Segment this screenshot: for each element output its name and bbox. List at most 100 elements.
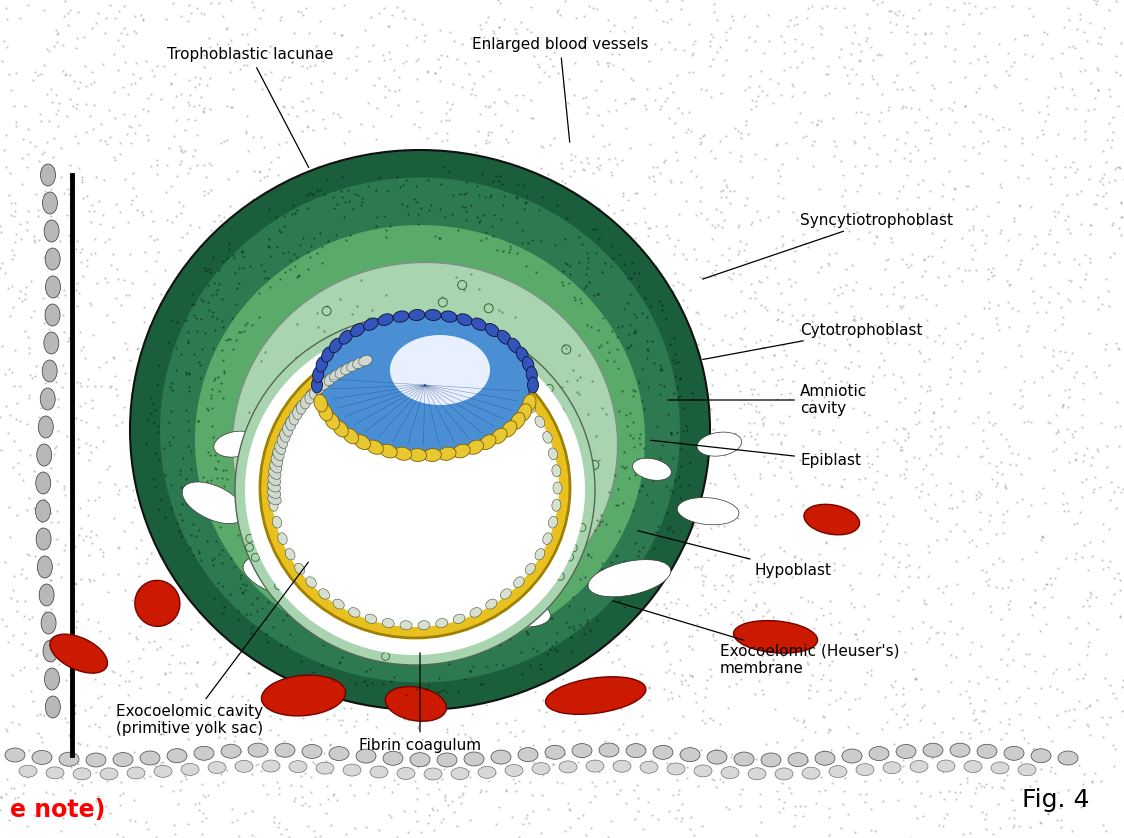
Point: [1064, 156, 1082, 169]
Point: [38, 391, 56, 405]
Point: [215, 289, 233, 303]
Point: [480, 136, 498, 149]
Point: [634, 456, 652, 469]
Point: [876, 354, 894, 367]
Point: [535, 720, 553, 733]
Point: [409, 572, 427, 586]
Point: [356, 536, 374, 550]
Point: [579, 30, 597, 44]
Point: [450, 790, 468, 804]
Point: [889, 556, 907, 569]
Point: [527, 194, 545, 207]
Ellipse shape: [386, 686, 446, 722]
Point: [858, 31, 876, 44]
Point: [448, 612, 466, 625]
Point: [155, 263, 173, 277]
Point: [230, 571, 248, 584]
Point: [899, 338, 917, 351]
Point: [786, 244, 804, 257]
Point: [76, 351, 94, 365]
Point: [74, 269, 92, 282]
Point: [653, 363, 671, 376]
Point: [841, 76, 859, 90]
Point: [1091, 385, 1109, 399]
Point: [271, 83, 289, 96]
Point: [194, 789, 212, 802]
Point: [428, 680, 446, 694]
Point: [961, 56, 979, 70]
Point: [171, 784, 189, 797]
Point: [183, 297, 201, 311]
Point: [769, 277, 787, 290]
Point: [1112, 610, 1124, 623]
Point: [835, 323, 853, 337]
Point: [416, 437, 434, 451]
Point: [912, 786, 930, 799]
Point: [716, 639, 734, 652]
Point: [959, 551, 977, 564]
Point: [671, 479, 689, 493]
Point: [33, 401, 51, 415]
Point: [174, 146, 192, 159]
Point: [417, 683, 435, 696]
Point: [315, 187, 333, 200]
Point: [782, 607, 800, 620]
Point: [1033, 124, 1051, 137]
Point: [262, 156, 280, 169]
Point: [699, 254, 717, 267]
Point: [735, 542, 753, 556]
Ellipse shape: [314, 381, 325, 395]
Point: [1076, 125, 1094, 138]
Point: [640, 229, 658, 242]
Point: [297, 608, 315, 621]
Point: [357, 168, 375, 181]
Point: [837, 751, 855, 764]
Point: [413, 551, 430, 564]
Point: [194, 348, 212, 361]
Point: [646, 747, 664, 760]
Point: [82, 77, 100, 91]
Point: [1000, 603, 1018, 616]
Point: [565, 316, 583, 329]
Point: [348, 264, 366, 277]
Point: [356, 368, 374, 381]
Point: [1023, 147, 1041, 161]
Point: [928, 515, 946, 528]
Point: [631, 375, 649, 389]
Point: [732, 610, 750, 623]
Point: [941, 101, 959, 115]
Point: [574, 355, 592, 369]
Point: [196, 500, 214, 514]
Point: [366, 183, 384, 196]
Point: [796, 624, 814, 638]
Point: [317, 432, 335, 446]
Point: [520, 353, 538, 366]
Point: [20, 644, 38, 657]
Point: [220, 65, 238, 79]
Point: [0, 612, 11, 625]
Point: [767, 509, 785, 522]
Point: [513, 236, 531, 250]
Point: [740, 765, 758, 779]
Point: [334, 189, 352, 203]
Point: [60, 188, 78, 201]
Point: [212, 136, 230, 149]
Point: [944, 192, 962, 205]
Point: [133, 377, 151, 391]
Point: [393, 463, 411, 477]
Point: [934, 177, 952, 190]
Point: [973, 435, 991, 448]
Ellipse shape: [486, 367, 497, 377]
Point: [886, 281, 904, 294]
Point: [870, 360, 888, 374]
Point: [545, 175, 563, 189]
Point: [977, 1, 995, 14]
Point: [408, 52, 426, 65]
Point: [1009, 199, 1027, 212]
Point: [314, 574, 332, 587]
Ellipse shape: [271, 349, 559, 627]
Point: [1045, 210, 1063, 223]
Point: [769, 76, 787, 90]
Point: [553, 436, 571, 449]
Point: [275, 542, 293, 556]
